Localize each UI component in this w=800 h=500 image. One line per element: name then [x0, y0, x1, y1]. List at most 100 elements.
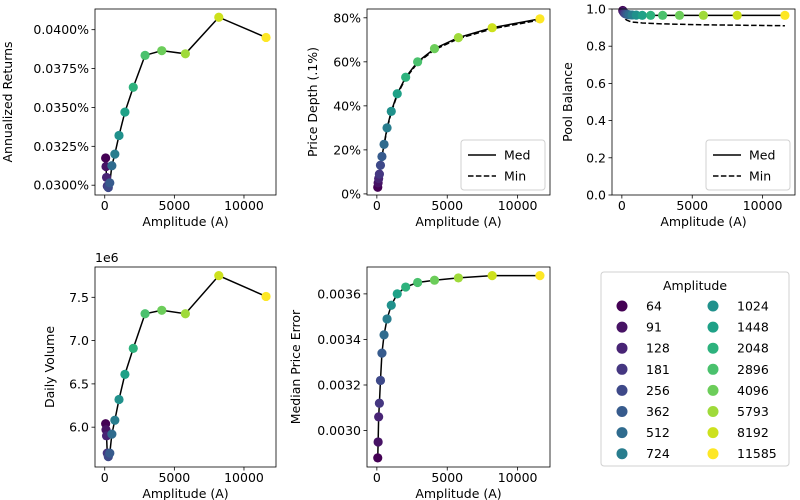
plot-frame — [611, 8, 796, 196]
data-point — [379, 139, 389, 149]
data-point — [140, 50, 150, 60]
series-legend: Med Min — [460, 139, 546, 191]
chart-daily-volume: 0 5000 10000 6.0 6.5 7.0 7.5 Amplitude (A) Daily… — [42, 250, 277, 500]
y-axis-label: Median Price Error — [288, 309, 303, 424]
legend-label: 8192 — [737, 425, 769, 440]
data-point — [128, 82, 138, 92]
legend-marker — [707, 321, 719, 333]
x-tick-label: 10000 — [498, 198, 538, 213]
y-tick-label: 7.5 — [69, 290, 89, 305]
x-tick-label: 10000 — [224, 198, 264, 213]
legend-label: 91 — [646, 320, 662, 335]
legend-marker — [707, 427, 719, 439]
data-point — [429, 44, 440, 54]
x-axis-label: Amplitude (A) — [142, 214, 228, 229]
data-point — [392, 89, 402, 99]
legend-label: Min — [504, 169, 526, 184]
data-point — [180, 309, 190, 319]
x-tick-label: 10000 — [224, 470, 264, 485]
x-tick-label: 10000 — [498, 470, 538, 485]
legend-label: 64 — [646, 299, 662, 314]
data-point — [375, 160, 386, 170]
data-point — [373, 453, 383, 463]
data-point — [120, 107, 130, 117]
data-point — [374, 398, 384, 408]
x-tick-label: 5000 — [431, 198, 463, 213]
data-point — [637, 10, 647, 20]
data-point — [120, 369, 130, 379]
y-tick-label: 20% — [333, 142, 361, 157]
data-point — [413, 57, 423, 67]
data-point — [698, 10, 709, 20]
y-tick-label: 0.0034 — [317, 332, 361, 347]
legend-label: 11585 — [737, 446, 777, 461]
data-point — [487, 23, 497, 33]
legend-marker — [616, 321, 628, 333]
legend-label: 5793 — [737, 404, 769, 419]
plot-frame — [94, 8, 277, 196]
data-point — [401, 282, 411, 292]
x-tick-label: 0 — [373, 198, 381, 213]
legend-marker — [616, 406, 628, 417]
legend-label: 181 — [646, 362, 670, 377]
legend-label: 362 — [646, 404, 670, 419]
x-tick-label: 5000 — [676, 198, 708, 213]
y-tick-label: 0.0032 — [317, 377, 361, 392]
data-point — [140, 309, 150, 319]
data-point — [105, 178, 115, 188]
x-tick-label: 5000 — [431, 470, 463, 485]
data-point — [674, 10, 685, 20]
data-point — [114, 130, 124, 141]
data-point — [261, 32, 271, 43]
legend-label: Min — [749, 169, 771, 184]
legend-label: 512 — [646, 425, 670, 440]
data-point — [487, 271, 497, 281]
plot-frame — [366, 266, 551, 468]
data-point — [780, 10, 790, 20]
data-point — [453, 273, 463, 283]
y-tick-label: 80% — [333, 10, 361, 25]
y-tick-label: 0.0030 — [317, 423, 361, 438]
legend-label: Med — [504, 148, 530, 163]
data-point — [646, 10, 656, 20]
chart-price-depth: 0 5000 10000 0% 20% 40% 60% 80% Amplitude (A) Pri… — [305, 8, 551, 229]
data-point — [535, 271, 545, 281]
data-point — [386, 300, 396, 310]
y-offset-text: 1e6 — [95, 250, 119, 265]
y-tick-label: 0.0 — [586, 188, 606, 203]
data-point — [114, 394, 124, 405]
y-tick-label: 0.8 — [586, 39, 606, 54]
x-tick-label: 10000 — [743, 198, 783, 213]
y-axis-label: Annualized Returns — [0, 41, 15, 162]
legend-label: 256 — [646, 383, 670, 398]
y-tick-label: 0.0036 — [317, 286, 361, 301]
data-point — [658, 10, 668, 20]
data-point — [107, 429, 117, 439]
data-point — [382, 123, 392, 133]
data-point — [214, 271, 224, 281]
data-point — [373, 437, 383, 447]
chart-pool-balance: 0 5000 10000 0.0 0.2 0.4 0.6 0.8 1.0 Amplitude (A… — [560, 2, 796, 229]
data-point — [379, 330, 389, 340]
legend-marker — [707, 363, 719, 375]
legend-label: 128 — [646, 341, 670, 356]
x-tick-label: 0 — [101, 198, 109, 213]
y-tick-label: 0.0325% — [33, 139, 89, 154]
legend-marker — [707, 448, 719, 460]
legend-marker — [707, 300, 719, 312]
legend-label: 724 — [646, 446, 670, 461]
x-axis-label: Amplitude (A) — [415, 214, 501, 229]
data-point — [107, 161, 117, 171]
legend-label: Med — [749, 148, 775, 163]
data-point — [401, 72, 411, 82]
y-axis-label: Daily Volume — [42, 326, 57, 408]
series-line-main — [377, 274, 540, 458]
chart-annualized-returns: 0 5000 10000 0.0300% 0.0325% 0.0350% 0.0375% 0.… — [0, 8, 277, 229]
y-tick-label: 1.0 — [586, 2, 606, 17]
y-tick-label: 6.5 — [69, 376, 89, 391]
y-tick-label: 60% — [333, 54, 361, 69]
y-tick-label: 0% — [341, 186, 361, 201]
data-point — [377, 151, 387, 162]
data-point — [110, 149, 120, 159]
x-tick-label: 0 — [373, 470, 381, 485]
